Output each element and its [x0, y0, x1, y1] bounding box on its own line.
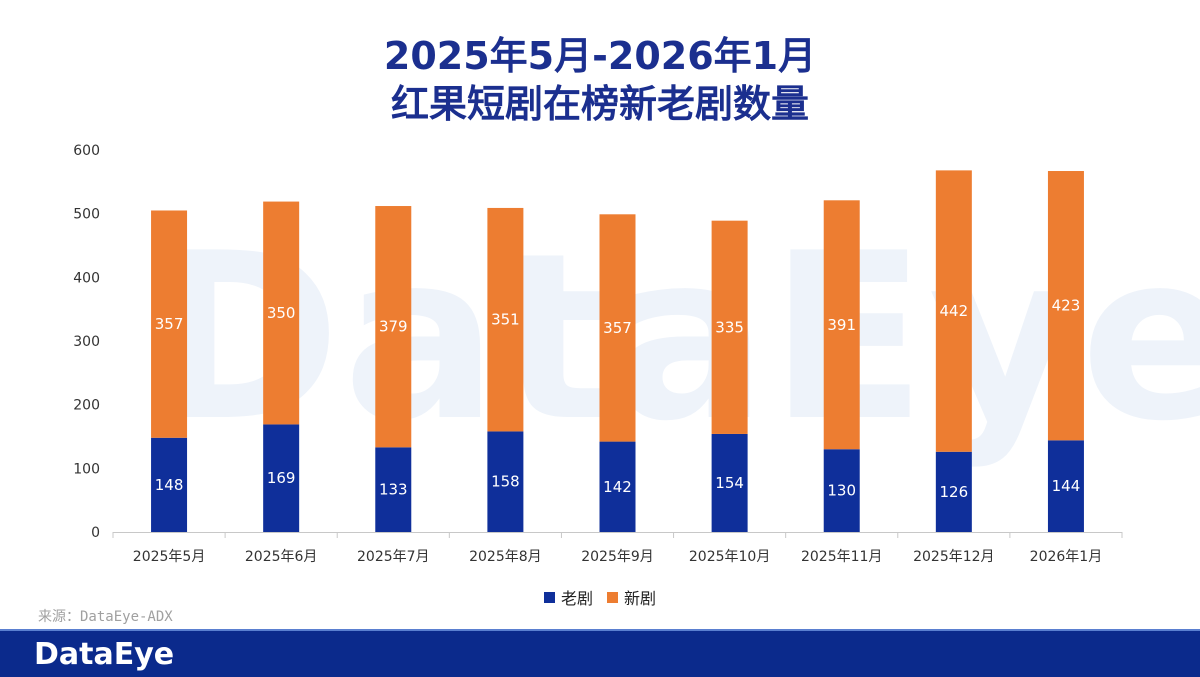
- data-label-old: 142: [603, 478, 632, 496]
- bar-old-segment: [151, 437, 188, 532]
- data-label-old: 158: [491, 473, 520, 491]
- data-label-old: 169: [267, 469, 296, 487]
- data-label-old: 133: [379, 481, 408, 499]
- y-tick-label: 500: [73, 207, 100, 223]
- data-label-old: 154: [715, 474, 744, 492]
- bar-new-segment: [711, 220, 748, 434]
- y-tick-label: 600: [73, 143, 100, 159]
- watermark-text: DataEye: [150, 205, 1200, 472]
- y-tick-label: 300: [73, 334, 100, 350]
- bar-old-segment: [263, 424, 300, 532]
- bar-new-segment: [151, 210, 188, 438]
- x-tick-label: 2025年10月: [689, 549, 770, 565]
- data-label-new: 350: [267, 304, 296, 322]
- legend-label-new: 新剧: [624, 589, 657, 608]
- legend-item-new: 新剧: [607, 585, 656, 609]
- bar-old-segment: [823, 449, 860, 532]
- data-label-old: 130: [827, 482, 856, 500]
- chart-legend: 老剧 新剧: [0, 585, 1200, 609]
- bar-new-segment: [375, 206, 412, 448]
- data-label-new: 379: [379, 318, 408, 336]
- y-tick-label: 0: [91, 525, 100, 541]
- bar-new-segment: [823, 200, 860, 450]
- legend-swatch-new: [607, 591, 618, 603]
- bar-old-segment: [375, 447, 412, 532]
- bar-old-segment: [711, 433, 748, 532]
- bar-old-segment: [599, 441, 636, 532]
- bar-old-segment: [1047, 440, 1084, 532]
- data-label-new: 357: [155, 315, 184, 333]
- x-tick-label: 2026年1月: [1030, 549, 1103, 565]
- bar-old-segment: [935, 451, 972, 532]
- bar-new-segment: [1047, 171, 1084, 441]
- legend-item-old: 老剧: [543, 585, 593, 609]
- data-label-new: 391: [827, 316, 856, 334]
- y-tick-label: 200: [73, 398, 100, 414]
- x-tick-label: 2025年5月: [133, 549, 206, 565]
- y-tick-label: 400: [73, 270, 100, 286]
- bar-new-segment: [599, 214, 636, 442]
- data-label-new: 423: [1052, 297, 1081, 315]
- chart-title-line1: 2025年5月-2026年1月: [383, 34, 817, 78]
- chart-title: 2025年5月-2026年1月 红果短剧在榜新老剧数量: [0, 32, 1200, 128]
- x-tick-label: 2025年9月: [581, 549, 654, 565]
- data-label-new: 335: [715, 318, 744, 336]
- data-label-old: 144: [1052, 477, 1081, 495]
- bar-new-segment: [263, 201, 300, 425]
- chart-title-line2: 红果短剧在榜新老剧数量: [390, 82, 809, 126]
- source-note: 来源：DataEye-ADX: [38, 609, 173, 625]
- y-tick-label: 100: [73, 461, 100, 477]
- x-tick-label: 2025年8月: [469, 549, 542, 565]
- x-tick-label: 2025年11月: [801, 549, 882, 565]
- bar-new-segment: [935, 170, 972, 452]
- data-label-old: 148: [155, 476, 184, 494]
- data-label-new: 357: [603, 319, 632, 337]
- data-label-new: 351: [491, 311, 520, 329]
- x-tick-label: 2025年7月: [357, 549, 430, 565]
- footer-logo: DataEye: [34, 637, 175, 672]
- x-tick-label: 2025年12月: [913, 549, 994, 565]
- x-tick-label: 2025年6月: [245, 549, 318, 565]
- footer-bar: DataEye: [0, 629, 1200, 677]
- data-label-old: 126: [940, 483, 969, 501]
- legend-swatch-old: [543, 591, 555, 603]
- bar-new-segment: [487, 207, 524, 432]
- data-label-new: 442: [940, 302, 969, 320]
- legend-label-old: 老剧: [560, 589, 593, 608]
- bar-old-segment: [487, 431, 524, 532]
